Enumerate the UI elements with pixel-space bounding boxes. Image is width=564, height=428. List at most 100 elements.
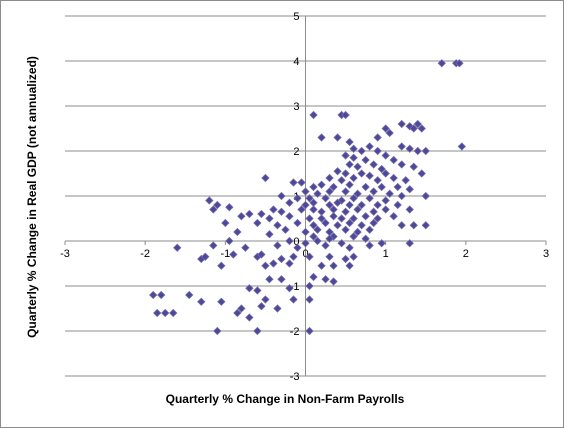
scatter-point [421,146,430,156]
y-tick-label: 3 [293,101,299,113]
scatter-point [309,182,318,192]
scatter-point [341,169,350,178]
scatter-point [365,171,374,180]
scatter-point [349,194,358,203]
scatter-point [245,209,254,219]
scatter-point [225,203,234,212]
scatter-point [373,214,382,223]
scatter-point [377,164,386,174]
scatter-point [357,221,366,230]
scatter-point [237,304,246,313]
scatter-point [173,243,182,252]
scatter-point [261,173,270,183]
scatter-point [361,155,370,165]
scatter-point [325,234,334,243]
scatter-point [265,275,274,284]
scatter-point [321,194,330,203]
scatter-point [273,221,282,230]
scatter-point [265,230,274,239]
scatter-point [345,218,354,228]
scatter-point [333,167,342,176]
scatter-point [317,261,326,270]
x-tick-label: -3 [60,248,70,260]
x-tick-label: 2 [463,248,469,260]
scatter-point [269,259,278,268]
scatter-point [345,261,354,270]
scatter-point [369,207,378,216]
scatter-point [313,236,322,246]
y-tick-label: 0 [293,236,299,248]
scatter-point [365,142,374,151]
y-tick-label: 5 [293,11,299,23]
scatter-point [225,236,234,246]
scatter-point [313,189,322,198]
scatter-point [353,189,362,198]
scatter-point [421,191,430,201]
scatter-point [377,239,386,248]
scatter-point [361,212,370,221]
scatter-point [413,119,422,129]
scatter-point [281,225,290,234]
scatter-point [357,169,366,178]
scatter-point [353,227,362,237]
scatter-point [337,196,346,205]
scatter-point [285,236,294,246]
scatter-point [301,187,310,196]
x-tick-label: -1 [220,248,230,260]
scatter-point [209,205,218,214]
x-axis-title: Quarterly % Change in Non-Farm Payrolls [166,392,405,406]
scatter-point [357,146,366,156]
scatter-point [309,221,318,230]
scatter-point [305,326,314,336]
scatter-point [233,308,242,318]
scatter-point [257,302,266,311]
y-tick-label: 2 [293,146,299,158]
scatter-point [157,290,166,300]
y-tick-label: -1 [290,281,300,293]
scatter-point [341,225,350,234]
scatter-point [373,133,382,142]
scatter-point [417,169,426,178]
scatter-point [329,261,338,270]
scatter-point [341,187,350,196]
scatter-point [373,200,382,210]
scatter-point [277,275,286,284]
scatter-point [381,205,390,214]
scatter-point [153,308,162,318]
scatter-point [349,214,358,223]
scatter-point [301,227,310,237]
scatter-point [213,200,222,210]
scatter-point [345,180,354,189]
scatter-point [285,259,294,268]
scatter-point [213,326,222,336]
scatter-point [309,272,318,282]
scatter-point [317,133,326,142]
scatter-point [313,225,322,234]
scatter-point [209,241,218,250]
scatter-point [341,207,350,216]
scatter-point [437,59,446,68]
scatter-point [385,128,394,138]
scatter-point [293,194,302,203]
scatter-point [321,241,330,250]
scatter-point [345,200,354,210]
scatter-point [265,214,274,223]
scatter-point [341,151,350,160]
scatter-point [205,196,214,205]
scatter-point [233,227,242,237]
scatter-point [421,221,430,230]
x-tick-label: 0 [302,248,308,260]
scatter-point [457,142,466,151]
scatter-point [317,180,326,189]
scatter-point [393,200,402,210]
scatter-point [309,110,318,120]
y-axis-title: Quarterly % Change in Real GDP (not annu… [25,56,39,338]
scatter-point [297,178,306,187]
scatter-point [309,205,318,214]
scatter-point [301,200,310,210]
scatter-point [305,281,314,291]
scatter-point [289,178,298,187]
scatter-point [401,176,410,185]
scatter-point [257,250,266,259]
